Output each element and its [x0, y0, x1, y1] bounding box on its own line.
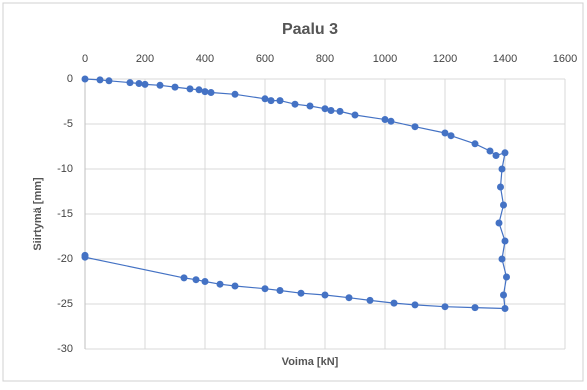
data-point — [486, 147, 494, 155]
data-point — [327, 107, 335, 114]
x-tick-label: 1200 — [433, 53, 457, 65]
chart-frame — [2, 2, 584, 382]
data-point — [441, 303, 449, 311]
data-point — [498, 255, 506, 263]
x-tick-label: 400 — [196, 53, 214, 65]
data-point — [390, 299, 398, 307]
data-point — [471, 304, 479, 312]
data-point — [501, 237, 509, 245]
y-tick-label: -20 — [57, 253, 73, 265]
data-point — [192, 276, 200, 284]
data-point — [447, 132, 455, 140]
data-point — [267, 97, 275, 105]
y-tick-label: -30 — [57, 343, 73, 355]
x-tick-label: 1400 — [493, 53, 517, 65]
data-point — [492, 152, 500, 159]
data-point — [471, 140, 479, 148]
data-point — [500, 291, 507, 299]
y-axis-label: Siirtymä [mm] — [32, 177, 44, 251]
data-point — [207, 89, 215, 96]
data-point — [141, 80, 149, 88]
data-point — [503, 273, 510, 281]
x-tick-label: 800 — [316, 53, 334, 65]
data-point — [195, 86, 203, 94]
data-point — [81, 251, 89, 259]
data-point — [321, 291, 329, 299]
data-point — [276, 287, 284, 294]
data-point — [441, 129, 449, 137]
data-point — [171, 83, 179, 91]
data-point — [216, 280, 224, 288]
data-point — [291, 100, 299, 108]
x-axis-label: Voima [kN] — [282, 356, 339, 368]
data-point — [411, 123, 419, 131]
data-point — [321, 105, 329, 113]
data-point — [501, 305, 509, 312]
y-tick-label: -15 — [57, 208, 73, 220]
data-point — [345, 294, 353, 302]
data-point — [306, 102, 314, 110]
x-tick-label: 1600 — [553, 53, 577, 65]
y-tick-label: -5 — [63, 118, 73, 130]
data-point — [366, 296, 374, 304]
x-tick-label: 200 — [136, 53, 154, 65]
data-point — [276, 97, 284, 105]
data-point — [105, 77, 113, 85]
data-point — [231, 282, 239, 290]
data-point — [381, 116, 389, 123]
data-point — [498, 165, 506, 173]
data-point — [201, 278, 209, 285]
data-point — [336, 107, 344, 115]
data-point — [180, 274, 188, 282]
data-point — [186, 85, 194, 93]
data-point — [261, 285, 269, 293]
data-point — [156, 81, 164, 89]
data-point — [495, 219, 503, 227]
data-point — [261, 95, 269, 103]
y-tick-label: 0 — [67, 73, 73, 85]
data-point — [126, 79, 134, 87]
data-point — [231, 90, 239, 98]
data-point — [96, 76, 104, 84]
y-tick-label: -25 — [57, 298, 73, 310]
x-tick-label: 1000 — [373, 53, 397, 65]
data-point — [500, 201, 507, 209]
data-point — [497, 183, 504, 191]
x-tick-label: 0 — [82, 53, 88, 65]
chart-title: Paalu 3 — [282, 21, 338, 38]
data-point — [501, 149, 509, 157]
data-point — [201, 88, 209, 96]
data-point — [135, 80, 143, 87]
data-point — [387, 117, 395, 125]
x-tick-label: 600 — [256, 53, 274, 65]
data-point — [411, 301, 419, 309]
y-tick-label: -10 — [57, 163, 73, 175]
data-point — [351, 111, 359, 119]
data-point — [297, 289, 305, 297]
data-point — [81, 75, 89, 83]
